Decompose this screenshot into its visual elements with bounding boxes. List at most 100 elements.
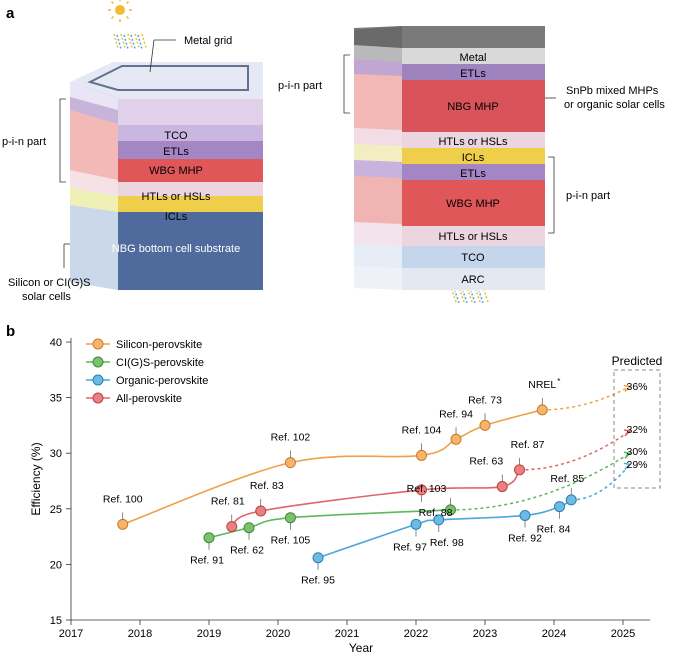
predicted-title: Predicted xyxy=(612,354,663,368)
ref-label: Ref. 98 xyxy=(430,537,464,549)
right-layer-etl-2: ETLs xyxy=(460,168,486,180)
panel-b-label: b xyxy=(6,323,15,340)
x-tick-label: 2021 xyxy=(335,628,359,640)
data-point xyxy=(255,505,267,517)
ref-label: Ref. 73 xyxy=(468,394,502,406)
layer-htl-right-bottom xyxy=(402,226,545,246)
ref-label: NREL xyxy=(528,379,556,391)
layer-tco-left xyxy=(118,125,263,143)
legend-label-all: All-perovskite xyxy=(116,393,182,405)
data-point xyxy=(479,419,491,431)
legend-label-silicon: Silicon-perovskite xyxy=(116,339,202,351)
y-axis-label: Efficiency (%) xyxy=(29,442,43,515)
snpb-label-line1: SnPb mixed MHPs xyxy=(566,85,659,97)
ref-label: Ref. 103 xyxy=(407,483,447,495)
panel-a-label: a xyxy=(6,5,15,22)
layer-etl-right-top xyxy=(402,64,545,82)
left-layer-tco: TCO xyxy=(164,130,188,142)
left-layer-icl: ICLs xyxy=(165,211,188,223)
x-axis-label: Year xyxy=(349,641,373,655)
right-pin-label-bottom: p-i-n part xyxy=(566,190,610,202)
snpb-label-line2: or organic solar cells xyxy=(564,99,665,111)
layer-etl-left xyxy=(118,141,263,159)
right-layer-icl: ICLs xyxy=(462,152,485,164)
prediction-arrow-icon xyxy=(623,384,632,393)
data-point xyxy=(565,494,577,506)
layer-metal-right xyxy=(402,48,545,66)
ref-label: Ref. 88 xyxy=(419,507,453,519)
ref-label: Ref. 94 xyxy=(439,408,473,420)
y-tick-label: 15 xyxy=(50,615,62,627)
left-stack xyxy=(70,62,263,290)
data-point xyxy=(117,518,129,530)
prediction-line xyxy=(571,463,631,501)
metal-grid-leader-2 xyxy=(149,39,155,73)
predicted-organic: 29% xyxy=(626,459,647,471)
x-tick-label: 2023 xyxy=(473,628,497,640)
series-line xyxy=(208,509,451,539)
ref-label: Ref. 83 xyxy=(250,480,284,492)
ref-label: Ref. 84 xyxy=(537,524,571,536)
light-rays-icon xyxy=(113,33,147,50)
ref-label: Ref. 102 xyxy=(271,432,311,444)
right-layer-wbg: WBG MHP xyxy=(446,198,500,210)
legend: Silicon-perovskite CI(G)S-perovskite Org… xyxy=(86,338,208,405)
ref-label: Ref. 92 xyxy=(508,532,542,544)
data-point xyxy=(519,509,531,521)
x-tick-label: 2019 xyxy=(197,628,221,640)
x-tick-label: 2022 xyxy=(404,628,428,640)
legend-item-organic: Organic-perovskite xyxy=(86,374,208,387)
ref-label: Ref. 95 xyxy=(301,575,335,587)
legend-item-silicon: Silicon-perovskite xyxy=(86,338,202,351)
data-point xyxy=(226,521,238,533)
prediction-arrow-icon xyxy=(623,462,632,470)
y-tick-label: 35 xyxy=(50,393,62,405)
ref-label: Ref. 100 xyxy=(103,493,143,505)
layer-nbg-left xyxy=(118,212,263,290)
data-point xyxy=(284,512,296,524)
right-pin-bracket-top xyxy=(343,54,350,114)
y-tick-label: 20 xyxy=(50,559,62,571)
legend-item-all: All-perovskite xyxy=(86,392,182,405)
data-point xyxy=(203,532,215,544)
legend-label-organic: Organic-perovskite xyxy=(116,375,208,387)
legend-item-cigs: CI(G)S-perovskite xyxy=(86,356,204,369)
prediction-line xyxy=(542,385,631,411)
nrel-asterisk: * xyxy=(557,377,560,386)
right-layer-etl-1: ETLs xyxy=(460,68,486,80)
layer-icl-right xyxy=(402,148,545,166)
x-tick-label: 2018 xyxy=(128,628,152,640)
data-point xyxy=(243,522,255,534)
right-stack xyxy=(354,26,545,290)
y-tick-label: 30 xyxy=(50,448,62,460)
silicon-label-line2: solar cells xyxy=(22,291,71,303)
prediction-arrow-icon xyxy=(623,429,632,437)
predicted-box xyxy=(613,369,661,489)
right-layer-arc: ARC xyxy=(461,274,484,286)
layer-wbg-right xyxy=(402,180,545,226)
layer-nbg-right xyxy=(402,80,545,132)
y-tick-label: 25 xyxy=(50,504,62,516)
efficiency-chart: 2017 2018 2019 2020 2021 2022 2023 2024 2025 152… xyxy=(29,337,662,655)
ref-label: Ref. 62 xyxy=(230,545,264,557)
layer-etl-right-bottom xyxy=(402,164,545,182)
right-pin-label-top: p-i-n part xyxy=(278,80,322,92)
left-pin-label: p-i-n part xyxy=(2,136,46,148)
prediction-line xyxy=(450,452,631,511)
x-tick-label: 2025 xyxy=(611,628,635,640)
x-tick-label: 2020 xyxy=(266,628,290,640)
left-layer-nbg: NBG bottom cell substrate xyxy=(112,243,240,255)
data-point xyxy=(536,404,548,416)
sun-icon xyxy=(108,0,132,22)
data-point xyxy=(312,552,324,564)
data-point xyxy=(416,449,428,461)
left-layer-wbg: WBG MHP xyxy=(149,165,203,177)
light-rays-bottom-icon xyxy=(451,289,489,304)
x-tick-label: 2024 xyxy=(542,628,566,640)
data-point xyxy=(450,433,462,445)
ref-label: Ref. 91 xyxy=(190,555,224,567)
layer-tco-right xyxy=(402,246,545,268)
data-point xyxy=(284,457,296,469)
legend-label-cigs: CI(G)S-perovskite xyxy=(116,357,204,369)
predicted-silicon: 36% xyxy=(626,381,647,393)
